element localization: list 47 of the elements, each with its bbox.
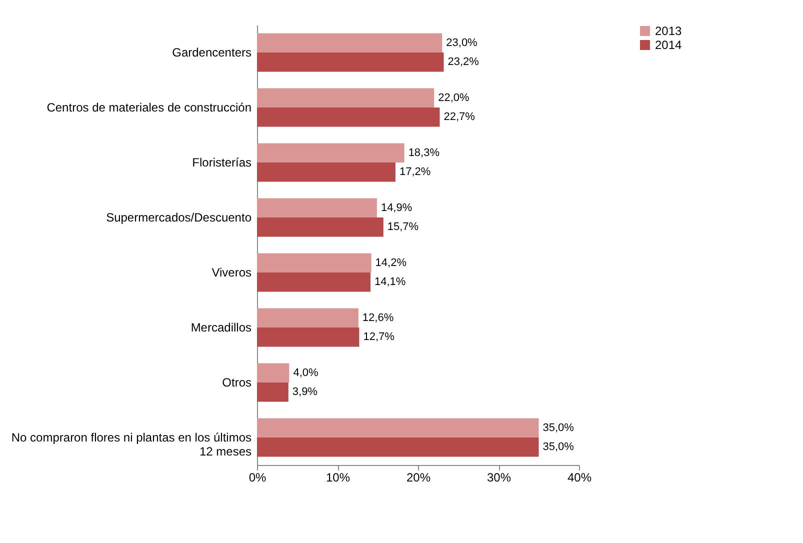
x-tick-label: 10% — [326, 470, 350, 484]
x-tick-label: 0% — [248, 470, 266, 484]
data-label: 15,7% — [387, 221, 419, 234]
bar — [257, 363, 290, 382]
y-tick-label: Mercadillos — [190, 320, 252, 334]
bar — [257, 253, 372, 272]
x-tick-label: 30% — [486, 470, 512, 484]
data-label: 12,6% — [362, 312, 394, 324]
data-label: 35,0% — [542, 441, 574, 454]
data-label: 35,0% — [542, 422, 574, 434]
bar — [257, 382, 288, 402]
bar — [257, 33, 442, 52]
legend-label: 2014 — [655, 38, 682, 52]
data-label: 14,2% — [375, 256, 407, 269]
data-label: 4,0% — [293, 366, 318, 379]
data-label: 23,2% — [448, 56, 480, 68]
bar — [257, 218, 384, 237]
bar — [257, 162, 396, 182]
data-label: 12,7% — [363, 331, 395, 344]
data-label: 14,9% — [380, 202, 412, 214]
y-tick-label: Centros de materiales de construcción — [46, 100, 252, 114]
x-tick-label: 20% — [406, 470, 431, 484]
data-label: 3,9% — [292, 386, 318, 398]
data-label: 14,1% — [374, 276, 406, 288]
bar — [257, 438, 539, 457]
y-tick-label: Floristerías — [192, 156, 252, 170]
x-tick-label: 40% — [567, 470, 592, 484]
bar — [257, 308, 358, 328]
data-label: 18,3% — [408, 146, 440, 159]
bar — [257, 143, 404, 162]
bar — [257, 272, 371, 292]
bar — [257, 88, 434, 108]
y-tick-label: Supermercados/Descuento — [106, 210, 252, 224]
bar — [257, 52, 444, 72]
y-tick-label: No compraron flores ni plantas en los últimos 12 meses — [11, 430, 252, 458]
legend-label: 2013 — [655, 24, 682, 38]
data-label: 23,0% — [446, 36, 478, 49]
data-label: 22,7% — [444, 111, 476, 124]
bar — [257, 328, 360, 347]
bar — [257, 198, 377, 218]
bar — [257, 418, 539, 438]
y-tick-label: Otros — [222, 376, 252, 390]
bar — [257, 108, 440, 127]
y-tick-label: Viveros — [212, 266, 252, 280]
y-tick-label: Gardencenters — [172, 46, 252, 60]
data-label: 17,2% — [399, 166, 431, 178]
data-label: 22,0% — [438, 92, 470, 104]
